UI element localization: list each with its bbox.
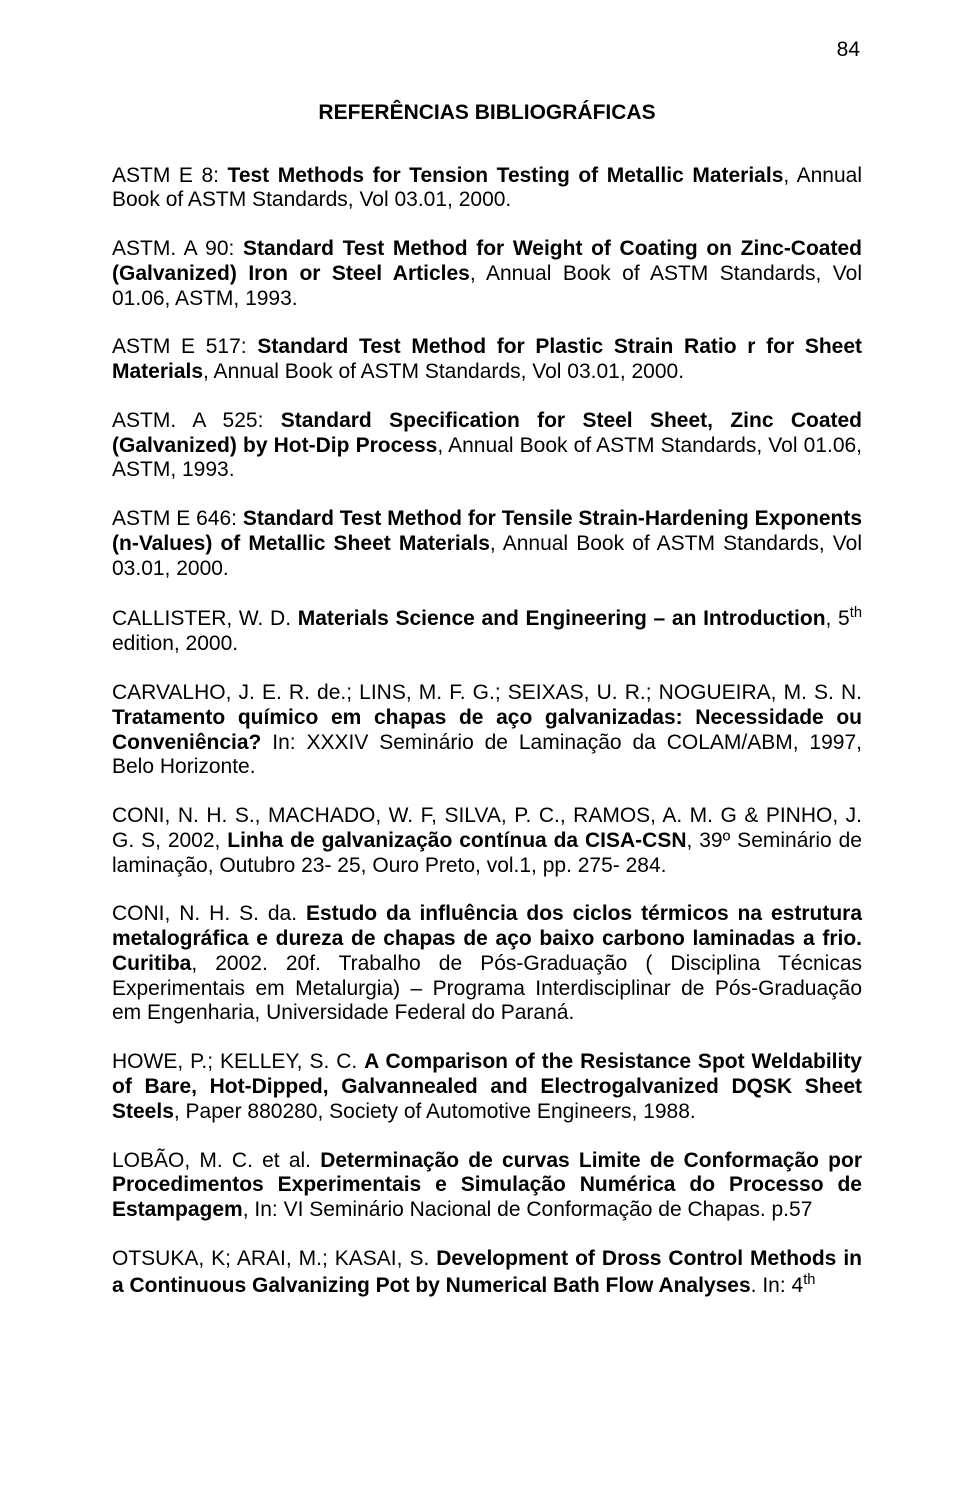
ref-prefix: ASTM. A 525: bbox=[112, 409, 281, 432]
ref-suffix: , 2002. 20f. Trabalho de Pós-Graduação (… bbox=[112, 952, 862, 1025]
ref-title: Materials Science and Engineering – an I… bbox=[298, 607, 826, 630]
reference-entry: CARVALHO, J. E. R. de.; LINS, M. F. G.; … bbox=[112, 681, 862, 780]
ref-prefix: ASTM E 646: bbox=[112, 507, 243, 530]
ref-suffix: , Paper 880280, Society of Automotive En… bbox=[174, 1100, 696, 1123]
ref-title: Test Methods for Tension Testing of Meta… bbox=[228, 164, 784, 187]
ref-suffix: , In: VI Seminário Nacional de Conformaç… bbox=[243, 1198, 813, 1221]
reference-entry: CONI, N. H. S., MACHADO, W. F, SILVA, P.… bbox=[112, 804, 862, 878]
ref-prefix: CARVALHO, J. E. R. de.; LINS, M. F. G.; … bbox=[112, 681, 862, 704]
references-list: ASTM E 8: Test Methods for Tension Testi… bbox=[112, 164, 862, 1299]
ref-superscript: th bbox=[850, 605, 862, 621]
reference-entry: OTSUKA, K; ARAI, M.; KASAI, S. Developme… bbox=[112, 1247, 862, 1299]
ref-prefix: CALLISTER, W. D. bbox=[112, 607, 298, 630]
ref-suffix: , 5 bbox=[826, 607, 850, 630]
reference-entry: ASTM. A 525: Standard Specification for … bbox=[112, 409, 862, 483]
ref-suffix2: edition, 2000. bbox=[112, 632, 238, 655]
ref-suffix: , Annual Book of ASTM Standards, Vol 03.… bbox=[203, 360, 684, 383]
ref-prefix: LOBÃO, M. C. et al. bbox=[112, 1149, 320, 1172]
reference-entry: ASTM E 517: Standard Test Method for Pla… bbox=[112, 335, 862, 385]
ref-prefix: HOWE, P.; KELLEY, S. C. bbox=[112, 1050, 364, 1073]
ref-title: Linha de galvanização contínua da CISA-C… bbox=[227, 829, 686, 852]
ref-prefix: ASTM. A 90: bbox=[112, 237, 243, 260]
ref-prefix: ASTM E 517: bbox=[112, 335, 257, 358]
reference-entry: ASTM E 646: Standard Test Method for Ten… bbox=[112, 507, 862, 581]
reference-entry: LOBÃO, M. C. et al. Determinação de curv… bbox=[112, 1149, 862, 1223]
reference-entry: CONI, N. H. S. da. Estudo da influência … bbox=[112, 902, 862, 1026]
page-number: 84 bbox=[112, 38, 862, 63]
section-heading: REFERÊNCIAS BIBLIOGRÁFICAS bbox=[112, 101, 862, 126]
ref-prefix: CONI, N. H. S. da. bbox=[112, 902, 306, 925]
reference-entry: ASTM E 8: Test Methods for Tension Testi… bbox=[112, 164, 862, 214]
ref-prefix: ASTM E 8: bbox=[112, 164, 228, 187]
ref-superscript: th bbox=[803, 1272, 815, 1288]
ref-prefix: OTSUKA, K; ARAI, M.; KASAI, S. bbox=[112, 1247, 436, 1270]
reference-entry: CALLISTER, W. D. Materials Science and E… bbox=[112, 605, 862, 657]
ref-suffix: . In: 4 bbox=[751, 1274, 804, 1297]
reference-entry: HOWE, P.; KELLEY, S. C. A Comparison of … bbox=[112, 1050, 862, 1124]
reference-entry: ASTM. A 90: Standard Test Method for Wei… bbox=[112, 237, 862, 311]
page-container: 84 REFERÊNCIAS BIBLIOGRÁFICAS ASTM E 8: … bbox=[0, 0, 960, 1503]
